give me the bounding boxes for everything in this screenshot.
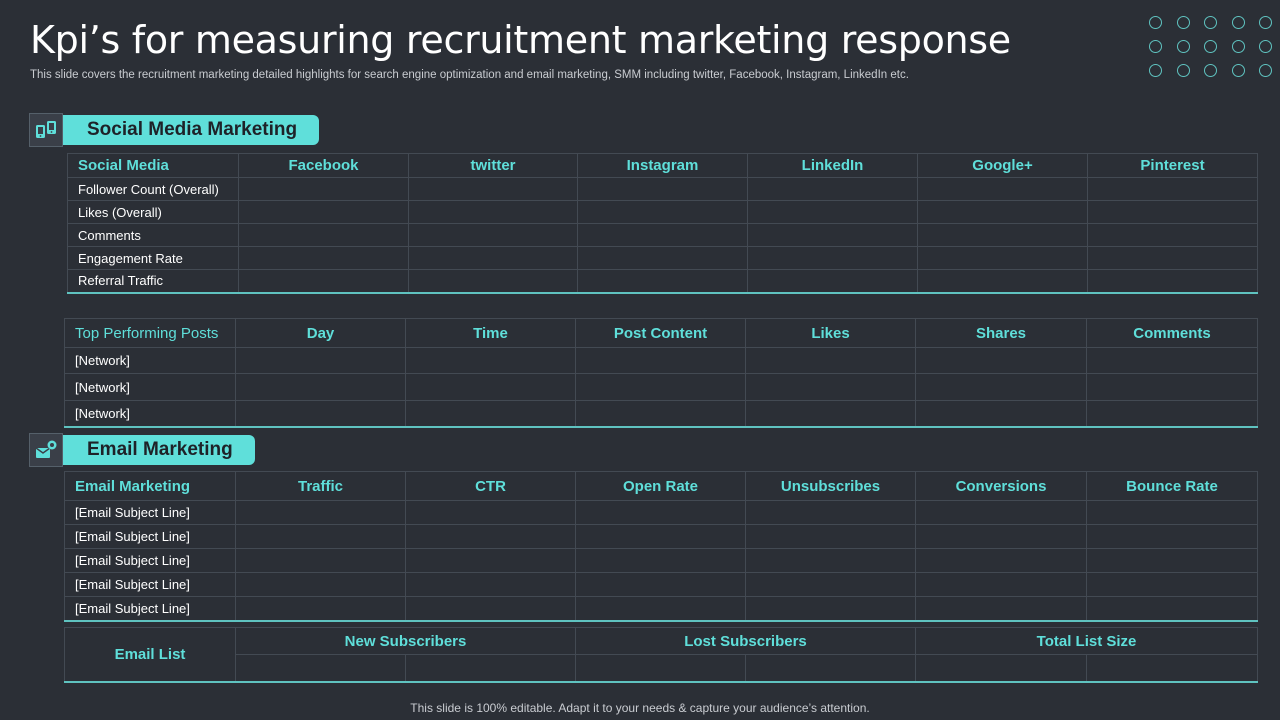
page-title: Kpi’s for measuring recruitment marketin… bbox=[30, 18, 1011, 62]
posts-header-row: Top Performing Posts Day Time Post Conte… bbox=[64, 318, 1258, 348]
email-list-header-row: Email List New Subscribers Lost Subscrib… bbox=[64, 627, 1259, 683]
table-row: [Email Subject Line] bbox=[64, 500, 1258, 525]
col-day: Day bbox=[235, 318, 406, 348]
row-label: [Email Subject Line] bbox=[64, 572, 236, 597]
col-twitter: twitter bbox=[408, 153, 578, 178]
email-marketing-table: Email Marketing Traffic CTR Open Rate Un… bbox=[64, 471, 1258, 622]
email-list-table: Email List New Subscribers Lost Subscrib… bbox=[64, 627, 1259, 683]
col-post-content: Post Content bbox=[575, 318, 746, 348]
email-section-header: Email Marketing bbox=[29, 433, 255, 467]
col-open-rate: Open Rate bbox=[575, 471, 746, 501]
page-subtitle: This slide covers the recruitment market… bbox=[30, 69, 909, 81]
table-row: Engagement Rate bbox=[67, 246, 1258, 270]
row-label: Referral Traffic bbox=[67, 269, 239, 294]
col-ctr: CTR bbox=[405, 471, 576, 501]
table-row: [Email Subject Line] bbox=[64, 548, 1258, 573]
col-linkedin: LinkedIn bbox=[747, 153, 918, 178]
email-section-label: Email Marketing bbox=[63, 435, 255, 465]
row-label: Engagement Rate bbox=[67, 246, 239, 270]
col-social-media: Social Media bbox=[67, 153, 239, 178]
row-label: [Network] bbox=[64, 347, 236, 374]
social-section-label: Social Media Marketing bbox=[63, 115, 320, 145]
col-email-marketing: Email Marketing bbox=[64, 471, 236, 501]
table-row: Likes (Overall) bbox=[67, 200, 1258, 224]
col-lost-subscribers: Lost Subscribers bbox=[574, 627, 917, 655]
col-google-plus: Google+ bbox=[917, 153, 1088, 178]
table-row: [Email Subject Line] bbox=[64, 596, 1258, 622]
footer-note: This slide is 100% editable. Adapt it to… bbox=[410, 701, 870, 715]
row-label: [Email Subject Line] bbox=[64, 596, 236, 622]
email-list-label: Email List bbox=[64, 627, 236, 683]
row-label: [Network] bbox=[64, 400, 236, 428]
col-bounce-rate: Bounce Rate bbox=[1086, 471, 1258, 501]
row-label: [Network] bbox=[64, 373, 236, 401]
table-row: [Network] bbox=[64, 400, 1258, 428]
social-media-icon bbox=[29, 113, 63, 147]
table-row: [Email Subject Line] bbox=[64, 572, 1258, 597]
col-comments: Comments bbox=[1086, 318, 1258, 348]
col-likes: Likes bbox=[745, 318, 916, 348]
table-row: Referral Traffic bbox=[67, 269, 1258, 294]
row-label: [Email Subject Line] bbox=[64, 524, 236, 549]
col-instagram: Instagram bbox=[577, 153, 748, 178]
col-facebook: Facebook bbox=[238, 153, 409, 178]
decorative-dots bbox=[1149, 16, 1272, 77]
social-header-row: Social Media Facebook twitter Instagram … bbox=[67, 153, 1258, 178]
col-pinterest: Pinterest bbox=[1087, 153, 1258, 178]
col-top-performing-posts: Top Performing Posts bbox=[64, 318, 236, 348]
col-total-list-size: Total List Size bbox=[915, 627, 1259, 655]
row-label: [Email Subject Line] bbox=[64, 548, 236, 573]
row-label: Likes (Overall) bbox=[67, 200, 239, 224]
row-label: Follower Count (Overall) bbox=[67, 177, 239, 201]
row-label: [Email Subject Line] bbox=[64, 500, 236, 525]
col-traffic: Traffic bbox=[235, 471, 406, 501]
table-row: [Network] bbox=[64, 347, 1258, 374]
top-posts-table: Top Performing Posts Day Time Post Conte… bbox=[64, 318, 1258, 428]
social-section-header: Social Media Marketing bbox=[29, 113, 320, 147]
table-row: Follower Count (Overall) bbox=[67, 177, 1258, 201]
col-conversions: Conversions bbox=[915, 471, 1087, 501]
table-row bbox=[65, 654, 1259, 683]
row-label: Comments bbox=[67, 223, 239, 247]
col-unsubscribes: Unsubscribes bbox=[745, 471, 916, 501]
col-new-subscribers: New Subscribers bbox=[235, 627, 576, 655]
email-marketing-icon bbox=[29, 433, 63, 467]
email-header-row: Email Marketing Traffic CTR Open Rate Un… bbox=[64, 471, 1258, 501]
col-shares: Shares bbox=[915, 318, 1087, 348]
table-row: [Email Subject Line] bbox=[64, 524, 1258, 549]
social-media-table: Social Media Facebook twitter Instagram … bbox=[67, 153, 1258, 294]
table-row: [Network] bbox=[64, 373, 1258, 401]
table-row: Comments bbox=[67, 223, 1258, 247]
col-time: Time bbox=[405, 318, 576, 348]
